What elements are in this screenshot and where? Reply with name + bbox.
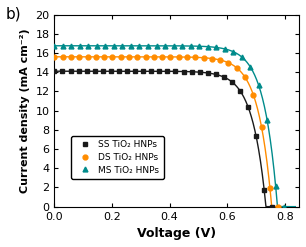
MS TiO₂ HNPs: [112, 44, 116, 47]
Y-axis label: Current density (mA cm⁻²): Current density (mA cm⁻²): [20, 28, 30, 193]
SS TiO₂ HNPs: [101, 70, 105, 73]
DS TiO₂ HNPs: [77, 55, 81, 58]
SS TiO₂ HNPs: [141, 70, 145, 73]
SS TiO₂ HNPs: [230, 81, 234, 83]
DS TiO₂ HNPs: [136, 55, 139, 58]
MS TiO₂ HNPs: [189, 44, 192, 47]
MS TiO₂ HNPs: [155, 44, 158, 47]
MS TiO₂ HNPs: [138, 44, 141, 47]
SS TiO₂ HNPs: [222, 76, 226, 79]
Line: MS TiO₂ HNPs: MS TiO₂ HNPs: [52, 43, 287, 209]
MS TiO₂ HNPs: [61, 44, 65, 47]
SS TiO₂ HNPs: [198, 71, 201, 74]
MS TiO₂ HNPs: [206, 45, 209, 48]
MS TiO₂ HNPs: [265, 119, 269, 122]
SS TiO₂ HNPs: [93, 70, 97, 73]
SS TiO₂ HNPs: [69, 70, 72, 73]
MS TiO₂ HNPs: [223, 47, 226, 50]
DS TiO₂ HNPs: [227, 61, 230, 64]
SS TiO₂ HNPs: [206, 71, 210, 74]
DS TiO₂ HNPs: [102, 55, 106, 58]
DS TiO₂ HNPs: [268, 186, 272, 189]
MS TiO₂ HNPs: [282, 205, 286, 208]
DS TiO₂ HNPs: [169, 55, 172, 58]
DS TiO₂ HNPs: [177, 56, 181, 59]
SS TiO₂ HNPs: [214, 73, 218, 76]
Text: b): b): [6, 7, 21, 22]
DS TiO₂ HNPs: [193, 56, 197, 59]
MS TiO₂ HNPs: [240, 55, 244, 58]
MS TiO₂ HNPs: [214, 46, 218, 49]
DS TiO₂ HNPs: [86, 55, 89, 58]
DS TiO₂ HNPs: [119, 55, 122, 58]
DS TiO₂ HNPs: [202, 56, 205, 59]
SS TiO₂ HNPs: [238, 89, 242, 92]
DS TiO₂ HNPs: [243, 76, 247, 79]
DS TiO₂ HNPs: [94, 55, 98, 58]
MS TiO₂ HNPs: [197, 45, 201, 48]
SS TiO₂ HNPs: [158, 70, 161, 73]
MS TiO₂ HNPs: [129, 44, 133, 47]
MS TiO₂ HNPs: [78, 44, 82, 47]
X-axis label: Voltage (V): Voltage (V): [137, 227, 216, 240]
SS TiO₂ HNPs: [125, 70, 129, 73]
SS TiO₂ HNPs: [262, 189, 266, 192]
DS TiO₂ HNPs: [144, 55, 147, 58]
DS TiO₂ HNPs: [218, 59, 222, 62]
Legend: SS TiO₂ HNPs, DS TiO₂ HNPs, MS TiO₂ HNPs: SS TiO₂ HNPs, DS TiO₂ HNPs, MS TiO₂ HNPs: [71, 136, 164, 179]
SS TiO₂ HNPs: [182, 70, 185, 73]
DS TiO₂ HNPs: [235, 66, 239, 69]
DS TiO₂ HNPs: [127, 55, 131, 58]
MS TiO₂ HNPs: [274, 185, 278, 188]
DS TiO₂ HNPs: [152, 55, 156, 58]
DS TiO₂ HNPs: [185, 56, 189, 59]
MS TiO₂ HNPs: [172, 44, 175, 47]
DS TiO₂ HNPs: [260, 126, 263, 129]
MS TiO₂ HNPs: [121, 44, 124, 47]
Line: SS TiO₂ HNPs: SS TiO₂ HNPs: [52, 69, 275, 209]
SS TiO₂ HNPs: [246, 105, 250, 108]
SS TiO₂ HNPs: [149, 70, 153, 73]
SS TiO₂ HNPs: [109, 70, 113, 73]
MS TiO₂ HNPs: [95, 44, 99, 47]
DS TiO₂ HNPs: [160, 55, 164, 58]
MS TiO₂ HNPs: [104, 44, 107, 47]
SS TiO₂ HNPs: [61, 70, 64, 73]
MS TiO₂ HNPs: [257, 84, 260, 87]
SS TiO₂ HNPs: [254, 135, 258, 138]
SS TiO₂ HNPs: [166, 70, 169, 73]
SS TiO₂ HNPs: [190, 70, 193, 73]
MS TiO₂ HNPs: [163, 44, 167, 47]
SS TiO₂ HNPs: [85, 70, 88, 73]
DS TiO₂ HNPs: [53, 55, 56, 58]
SS TiO₂ HNPs: [174, 70, 177, 73]
MS TiO₂ HNPs: [231, 50, 235, 53]
MS TiO₂ HNPs: [87, 44, 90, 47]
DS TiO₂ HNPs: [69, 55, 73, 58]
DS TiO₂ HNPs: [210, 57, 214, 60]
MS TiO₂ HNPs: [69, 44, 73, 47]
MS TiO₂ HNPs: [248, 65, 252, 68]
SS TiO₂ HNPs: [53, 70, 56, 73]
SS TiO₂ HNPs: [133, 70, 137, 73]
MS TiO₂ HNPs: [180, 44, 184, 47]
MS TiO₂ HNPs: [146, 44, 150, 47]
Line: DS TiO₂ HNPs: DS TiO₂ HNPs: [52, 54, 281, 209]
DS TiO₂ HNPs: [276, 205, 280, 208]
SS TiO₂ HNPs: [117, 70, 121, 73]
SS TiO₂ HNPs: [77, 70, 80, 73]
DS TiO₂ HNPs: [61, 55, 65, 58]
DS TiO₂ HNPs: [110, 55, 114, 58]
SS TiO₂ HNPs: [271, 205, 274, 208]
DS TiO₂ HNPs: [252, 93, 255, 96]
MS TiO₂ HNPs: [53, 44, 56, 47]
